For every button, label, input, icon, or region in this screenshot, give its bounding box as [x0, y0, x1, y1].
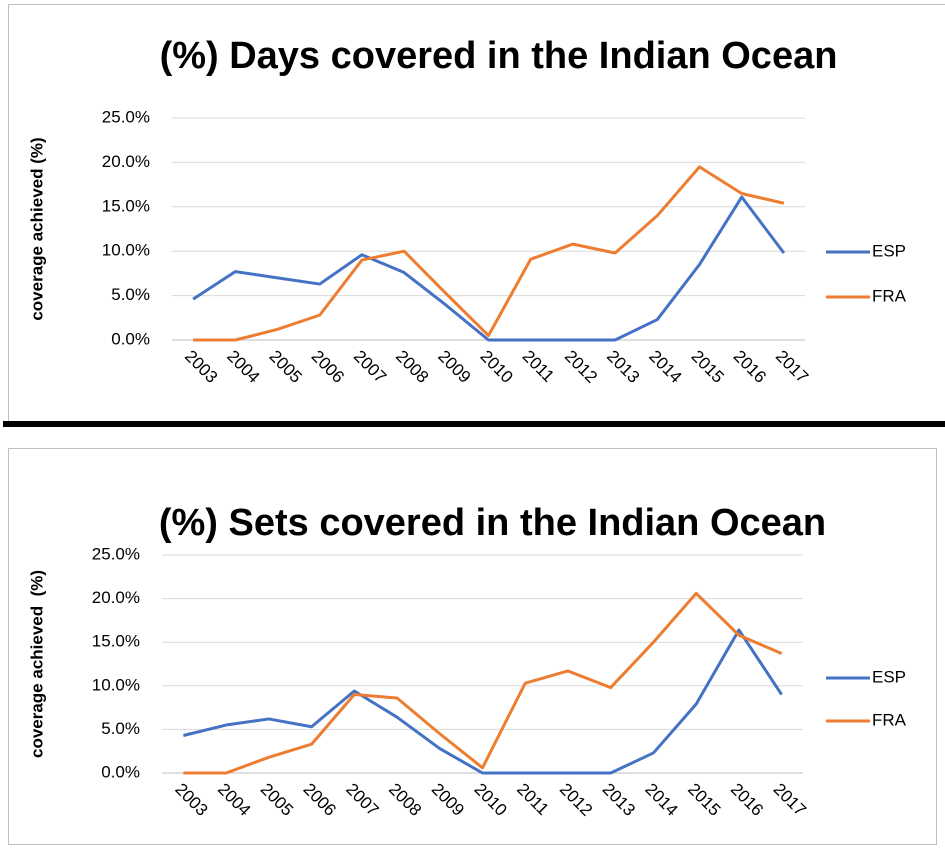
separator [3, 421, 945, 427]
y-tick-label: 10.0% [92, 675, 140, 694]
y-tick-label: 5.0% [111, 285, 150, 304]
legend-label: ESP [872, 667, 906, 686]
x-tick-label: 2005 [257, 780, 297, 820]
x-tick-label: 2004 [223, 347, 263, 387]
x-tick-label: 2013 [599, 780, 639, 820]
x-tick-label: 2011 [519, 347, 558, 386]
series-line [183, 630, 781, 773]
legend-label: ESP [872, 241, 906, 260]
x-tick-label: 2014 [645, 347, 685, 387]
x-tick-label: 2011 [513, 780, 552, 819]
x-tick-label: 2016 [727, 780, 767, 820]
x-tick-label: 2007 [350, 347, 390, 387]
x-tick-label: 2014 [641, 780, 681, 820]
y-tick-label: 5.0% [101, 719, 140, 738]
x-tick-label: 2003 [181, 347, 221, 387]
x-tick-label: 2006 [300, 780, 340, 820]
y-tick-label: 25.0% [102, 107, 150, 126]
x-tick-label: 2008 [392, 347, 432, 387]
y-tick-label: 0.0% [111, 329, 150, 348]
x-tick-label: 2017 [770, 780, 810, 820]
x-tick-label: 2009 [428, 780, 468, 820]
chart-title: (%) Sets covered in the Indian Ocean [159, 502, 826, 544]
y-tick-label: 20.0% [102, 152, 150, 171]
y-axis-label: coverage achieved (%) [27, 137, 46, 320]
series-line [183, 593, 781, 773]
x-tick-label: 2010 [471, 780, 511, 820]
series-line [193, 197, 784, 340]
legend-label: FRA [872, 286, 907, 305]
x-tick-label: 2017 [772, 347, 812, 387]
y-tick-label: 20.0% [92, 588, 140, 607]
y-tick-label: 25.0% [92, 544, 140, 563]
y-tick-label: 0.0% [101, 762, 140, 781]
y-tick-label: 15.0% [102, 196, 150, 215]
x-tick-label: 2005 [266, 347, 306, 387]
y-tick-label: 15.0% [92, 632, 140, 651]
legend-label: FRA [872, 710, 907, 729]
y-axis-label: coverage achieved (%) [27, 570, 46, 758]
y-tick-label: 10.0% [102, 241, 150, 260]
x-tick-label: 2012 [561, 347, 601, 387]
x-tick-label: 2009 [434, 347, 474, 387]
x-tick-label: 2003 [171, 780, 211, 820]
chart-title: (%) Days covered in the Indian Ocean [160, 35, 838, 77]
x-tick-label: 2006 [308, 347, 348, 387]
x-tick-label: 2016 [730, 347, 770, 387]
x-tick-label: 2015 [684, 780, 724, 820]
x-tick-label: 2008 [385, 780, 425, 820]
x-tick-label: 2015 [688, 347, 728, 387]
x-tick-label: 2004 [214, 780, 254, 820]
x-tick-label: 2013 [603, 347, 643, 387]
x-tick-label: 2012 [556, 780, 596, 820]
x-tick-label: 2010 [477, 347, 517, 387]
series-line [193, 167, 784, 340]
x-tick-label: 2007 [342, 780, 382, 820]
